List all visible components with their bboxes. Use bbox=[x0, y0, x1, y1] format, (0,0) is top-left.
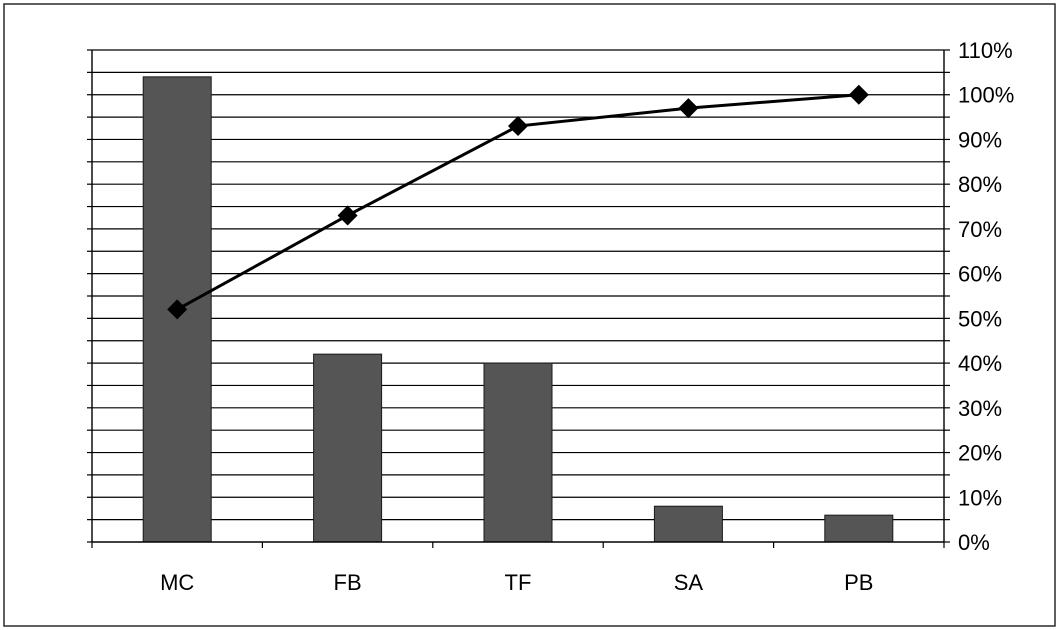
line-point-mc bbox=[167, 299, 188, 320]
bar-series bbox=[142, 76, 894, 543]
right-axis-tick-label: 110% bbox=[958, 38, 1013, 63]
bar-pb bbox=[824, 514, 894, 543]
right-axis-tick-label: 70% bbox=[958, 217, 1002, 242]
category-label: MC bbox=[160, 570, 194, 595]
right-axis-tick-label: 20% bbox=[958, 441, 1002, 466]
right-axis-tick-label: 0% bbox=[958, 530, 990, 555]
axes bbox=[87, 49, 950, 548]
line-point-pb bbox=[848, 84, 869, 105]
right-axis-tick-label: 30% bbox=[958, 396, 1002, 421]
bar-tf bbox=[483, 362, 553, 543]
line-point-sa bbox=[678, 98, 699, 119]
category-label: PB bbox=[844, 570, 873, 595]
category-label: TF bbox=[505, 570, 532, 595]
cumulative-line-series bbox=[167, 84, 869, 320]
right-axis-tick-label: 80% bbox=[958, 172, 1002, 197]
right-axis-tick-label: 40% bbox=[958, 351, 1002, 376]
tick-labels: 0% 10% 20% 30% 40% 50% 60% 70% 80% 90% 100% 110% MC F… bbox=[160, 38, 1014, 595]
right-axis-tick-label: 50% bbox=[958, 306, 1002, 331]
line-point-fb bbox=[337, 205, 358, 226]
right-axis-tick-label: 10% bbox=[958, 485, 1002, 510]
bar-fb bbox=[313, 353, 383, 543]
outer-border bbox=[3, 3, 1056, 627]
category-label: SA bbox=[674, 570, 704, 595]
line-point-tf bbox=[508, 116, 528, 137]
bar-sa bbox=[653, 505, 723, 543]
right-axis-tick-label: 60% bbox=[958, 262, 1002, 287]
gridlines bbox=[92, 49, 944, 521]
right-axis-tick-label: 90% bbox=[958, 127, 1002, 152]
category-label: FB bbox=[334, 570, 362, 595]
right-axis-tick-label: 100% bbox=[958, 83, 1014, 108]
